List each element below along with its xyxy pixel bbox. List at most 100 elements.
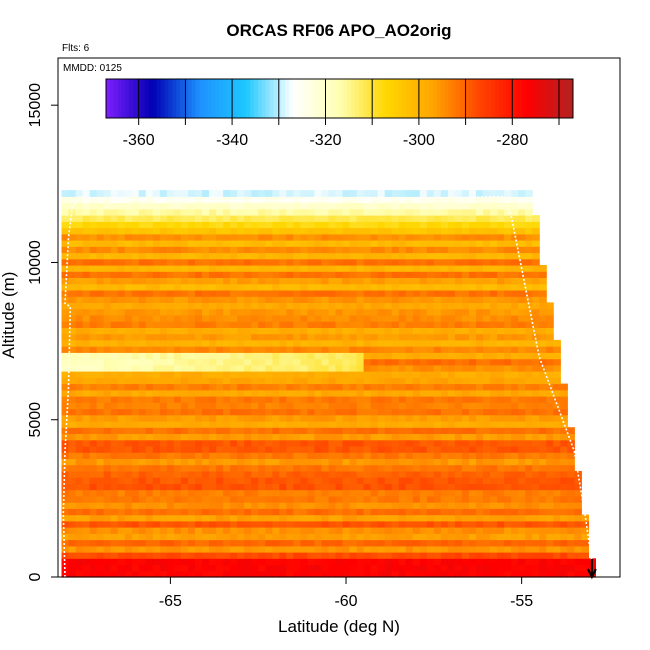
heatmap-cell <box>89 402 98 410</box>
heatmap-cell <box>314 358 322 366</box>
heatmap-cell <box>483 208 491 216</box>
heatmap-cell <box>504 421 512 428</box>
heatmap-cell <box>454 296 463 303</box>
heatmap-cell <box>180 339 189 347</box>
heatmap-cell <box>447 527 456 534</box>
heatmap-cell <box>195 527 203 534</box>
heatmap-cell <box>398 439 407 447</box>
heatmap-cell <box>272 208 280 216</box>
heatmap-cell <box>328 446 337 453</box>
heatmap-cell <box>188 321 196 328</box>
heatmap-cell <box>419 196 428 204</box>
heatmap-cell <box>476 552 484 559</box>
heatmap-cell <box>110 240 119 247</box>
heatmap-cell <box>490 489 498 497</box>
heatmap-cell <box>152 446 161 453</box>
heatmap-cell <box>321 527 329 534</box>
heatmap-cell <box>216 520 224 528</box>
heatmap-cell <box>314 414 322 422</box>
heatmap-cell <box>539 464 547 472</box>
heatmap-cell <box>96 564 105 572</box>
heatmap-cell <box>525 314 533 322</box>
heatmap-cell <box>490 408 498 416</box>
heatmap-cell <box>209 233 217 241</box>
heatmap-cell <box>103 408 112 416</box>
heatmap-cell <box>124 202 133 210</box>
heatmap-cell <box>279 283 287 291</box>
heatmap-cell <box>391 470 400 478</box>
heatmap-cell <box>454 252 463 260</box>
heatmap-cell <box>180 202 189 210</box>
heatmap-cell <box>152 439 161 447</box>
heatmap-cell <box>145 383 154 391</box>
heatmap-cell <box>490 495 498 503</box>
heatmap-cell <box>216 383 224 391</box>
heatmap-cell <box>279 202 287 210</box>
heatmap-cell <box>131 221 140 229</box>
heatmap-cell <box>532 502 540 509</box>
heatmap-cell <box>82 433 91 441</box>
heatmap-cell <box>321 321 329 328</box>
heatmap-cell <box>497 383 505 391</box>
heatmap-cell <box>61 364 70 372</box>
heatmap-cell <box>335 208 344 216</box>
heatmap-cell <box>173 265 182 272</box>
heatmap-cell <box>321 233 329 241</box>
heatmap-cell <box>398 364 407 372</box>
heatmap-cell <box>405 221 414 229</box>
heatmap-cell <box>454 545 463 553</box>
heatmap-cell <box>103 545 112 553</box>
heatmap-cell <box>89 358 98 366</box>
heatmap-cell <box>145 389 154 397</box>
heatmap-cell <box>454 346 463 353</box>
heatmap-cell <box>188 421 196 428</box>
heatmap-cell <box>110 558 119 566</box>
heatmap-cell <box>244 227 252 235</box>
heatmap-cell <box>490 427 498 434</box>
heatmap-cell <box>173 352 182 360</box>
heatmap-cell <box>518 470 526 478</box>
heatmap-cell <box>356 308 365 316</box>
heatmap-cell <box>490 539 498 547</box>
heatmap-cell <box>82 364 91 372</box>
heatmap-cell <box>518 258 526 266</box>
heatmap-cell <box>560 539 568 547</box>
heatmap-cell <box>469 246 477 254</box>
heatmap-cell <box>483 215 491 222</box>
heatmap-cell <box>124 196 133 204</box>
heatmap-cell <box>370 308 379 316</box>
heatmap-cell <box>89 527 98 534</box>
colorbar-segment <box>448 79 453 118</box>
heatmap-cell <box>546 321 554 328</box>
heatmap-cell <box>398 265 407 272</box>
heatmap-cell <box>68 495 77 503</box>
heatmap-cell <box>461 477 470 484</box>
heatmap-cell <box>82 246 91 254</box>
heatmap-cell <box>412 290 421 297</box>
heatmap-cell <box>223 221 231 229</box>
heatmap-cell <box>166 439 175 447</box>
heatmap-cell <box>216 483 224 491</box>
heatmap-cell <box>490 296 498 303</box>
heatmap-cell <box>82 327 91 335</box>
colorbar-segment <box>394 79 399 118</box>
heatmap-cell <box>117 564 126 572</box>
heatmap-cell <box>553 552 561 559</box>
heatmap-cell <box>349 477 358 484</box>
heatmap-cell <box>433 383 442 391</box>
heatmap-cell <box>433 464 442 472</box>
heatmap-cell <box>223 377 231 385</box>
heatmap-cell <box>103 221 112 229</box>
heatmap-cell <box>447 321 456 328</box>
heatmap-cell <box>188 452 196 459</box>
heatmap-cell <box>300 520 308 528</box>
heatmap-cell <box>504 339 512 347</box>
heatmap-cell <box>237 564 245 572</box>
heatmap-cell <box>110 495 119 503</box>
heatmap-cell <box>349 414 358 422</box>
heatmap-cell <box>117 545 126 553</box>
heatmap-cell <box>328 527 337 534</box>
heatmap-cell <box>476 308 484 316</box>
heatmap-cell <box>300 308 308 316</box>
heatmap-cell <box>117 346 126 353</box>
